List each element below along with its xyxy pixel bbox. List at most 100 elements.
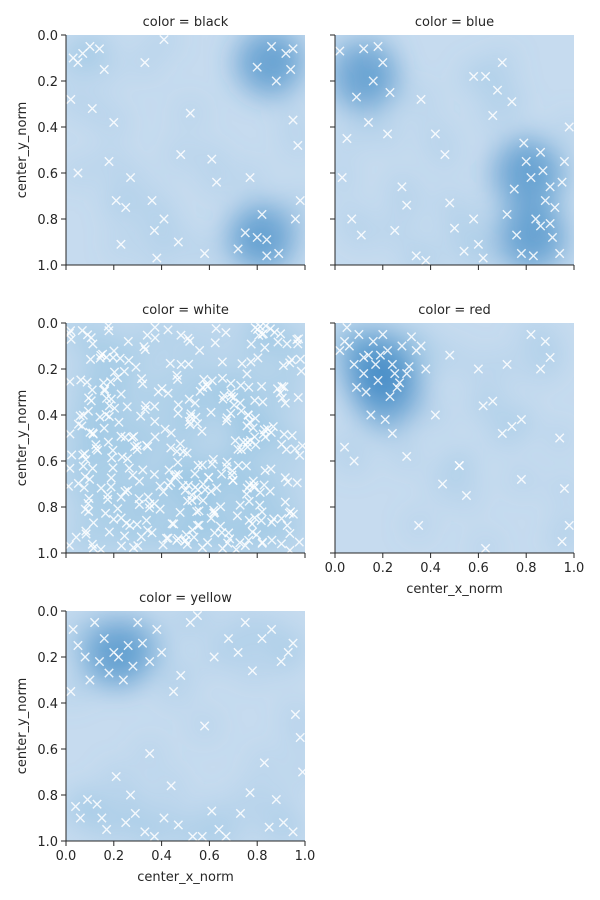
scatter-point [242, 442, 253, 452]
scatter-point [557, 177, 567, 187]
scatter-point [167, 519, 177, 529]
scatter-point [293, 140, 303, 151]
scatter-point [183, 359, 194, 369]
scatter-point [66, 481, 74, 491]
scatter-point [78, 461, 88, 471]
scatter-point [73, 640, 83, 651]
scatter-point [229, 400, 239, 410]
scatter-point [113, 652, 124, 662]
scatter-point [559, 156, 570, 167]
scatter-point [266, 464, 276, 474]
scatter-point [449, 223, 460, 233]
scatter-point [251, 440, 261, 450]
scatter-point [149, 401, 160, 412]
scatter-point [101, 824, 112, 835]
scatter-point [116, 492, 126, 502]
scatter-point [392, 382, 402, 393]
scatter-point [266, 517, 277, 527]
scatter-point [235, 500, 245, 510]
scatter-point [242, 369, 252, 379]
density-blob [335, 435, 357, 460]
panel-title: color = white [142, 303, 229, 318]
scatter-point [138, 465, 148, 475]
scatter-point [150, 323, 160, 333]
scatter-point [285, 507, 296, 517]
scatter-point [235, 538, 245, 548]
facet-panel-3: color = red 0.0 0.2 0.4 0.6 0.8 1.0 center_x_no… [325, 303, 585, 597]
scatter-point [271, 794, 282, 805]
scatter-point [87, 103, 97, 114]
scatter-point [192, 492, 202, 502]
scatter-point [516, 248, 527, 259]
scatter-point [78, 48, 88, 59]
scatter-point [150, 432, 160, 442]
scatter-point [526, 172, 536, 183]
scatter-point [230, 435, 240, 446]
scatter-point [404, 362, 414, 372]
scatter-point [295, 732, 305, 743]
scatter-point [172, 535, 182, 546]
y-tick-label: 0.2 [37, 651, 58, 666]
scatter-point [82, 377, 92, 387]
scatter-point [166, 443, 176, 453]
scatter-point [104, 156, 114, 167]
scatter-point [197, 831, 207, 841]
scatter-point [235, 808, 246, 819]
scatter-point [257, 538, 267, 549]
scatter-point [159, 214, 169, 224]
x-axis-title: center_x_norm [137, 870, 234, 885]
scatter-point [106, 473, 116, 483]
scatter-point [141, 440, 152, 450]
scatter-point [149, 499, 160, 509]
scatter-point [285, 528, 295, 539]
scatter-point [349, 456, 359, 466]
scatter-point [75, 813, 86, 823]
scatter-point [459, 246, 469, 256]
scatter-point [121, 817, 131, 828]
scatter-point [194, 520, 204, 530]
scatter-point [247, 519, 257, 529]
scatter-point [82, 794, 93, 805]
scatter-point [66, 377, 75, 387]
scatter-point [66, 463, 75, 474]
scatter-point [104, 326, 114, 336]
scatter-point [78, 410, 88, 420]
scatter-point [247, 666, 258, 676]
scatter-point [143, 525, 153, 536]
scatter-point [347, 214, 357, 224]
scatter-point [128, 470, 138, 480]
scatter-point [290, 214, 301, 224]
scatter-point [268, 421, 278, 432]
scatter-point [292, 478, 302, 488]
scatter-point [175, 507, 185, 518]
scatter-point [295, 354, 305, 364]
scatter-point [163, 325, 173, 335]
y-tick-label: 1.0 [37, 547, 58, 562]
scatter-point [279, 382, 289, 392]
density-peak [84, 618, 153, 687]
x-axis-title: center_x_norm [406, 582, 503, 597]
scatter-point [71, 532, 81, 542]
scatter-point [185, 419, 195, 430]
scatter-point [97, 813, 107, 823]
scatter-point [219, 390, 229, 401]
scatter-point [488, 110, 498, 121]
scatter-point [123, 336, 134, 347]
scatter-point [256, 381, 267, 392]
scatter-point [232, 511, 243, 521]
scatter-point [507, 97, 517, 107]
scatter-point [273, 337, 283, 347]
scatter-point [83, 393, 94, 403]
scatter-point [194, 345, 205, 356]
scatter-point [140, 404, 150, 415]
scatter-point [206, 407, 216, 418]
scatter-point [253, 353, 263, 363]
scatter-point [283, 477, 293, 487]
scatter-point [130, 808, 141, 819]
scatter-point [106, 453, 117, 463]
scatter-point [507, 421, 517, 432]
scatter-point [245, 435, 256, 446]
scatter-point [221, 416, 232, 426]
scatter-point [122, 454, 133, 464]
